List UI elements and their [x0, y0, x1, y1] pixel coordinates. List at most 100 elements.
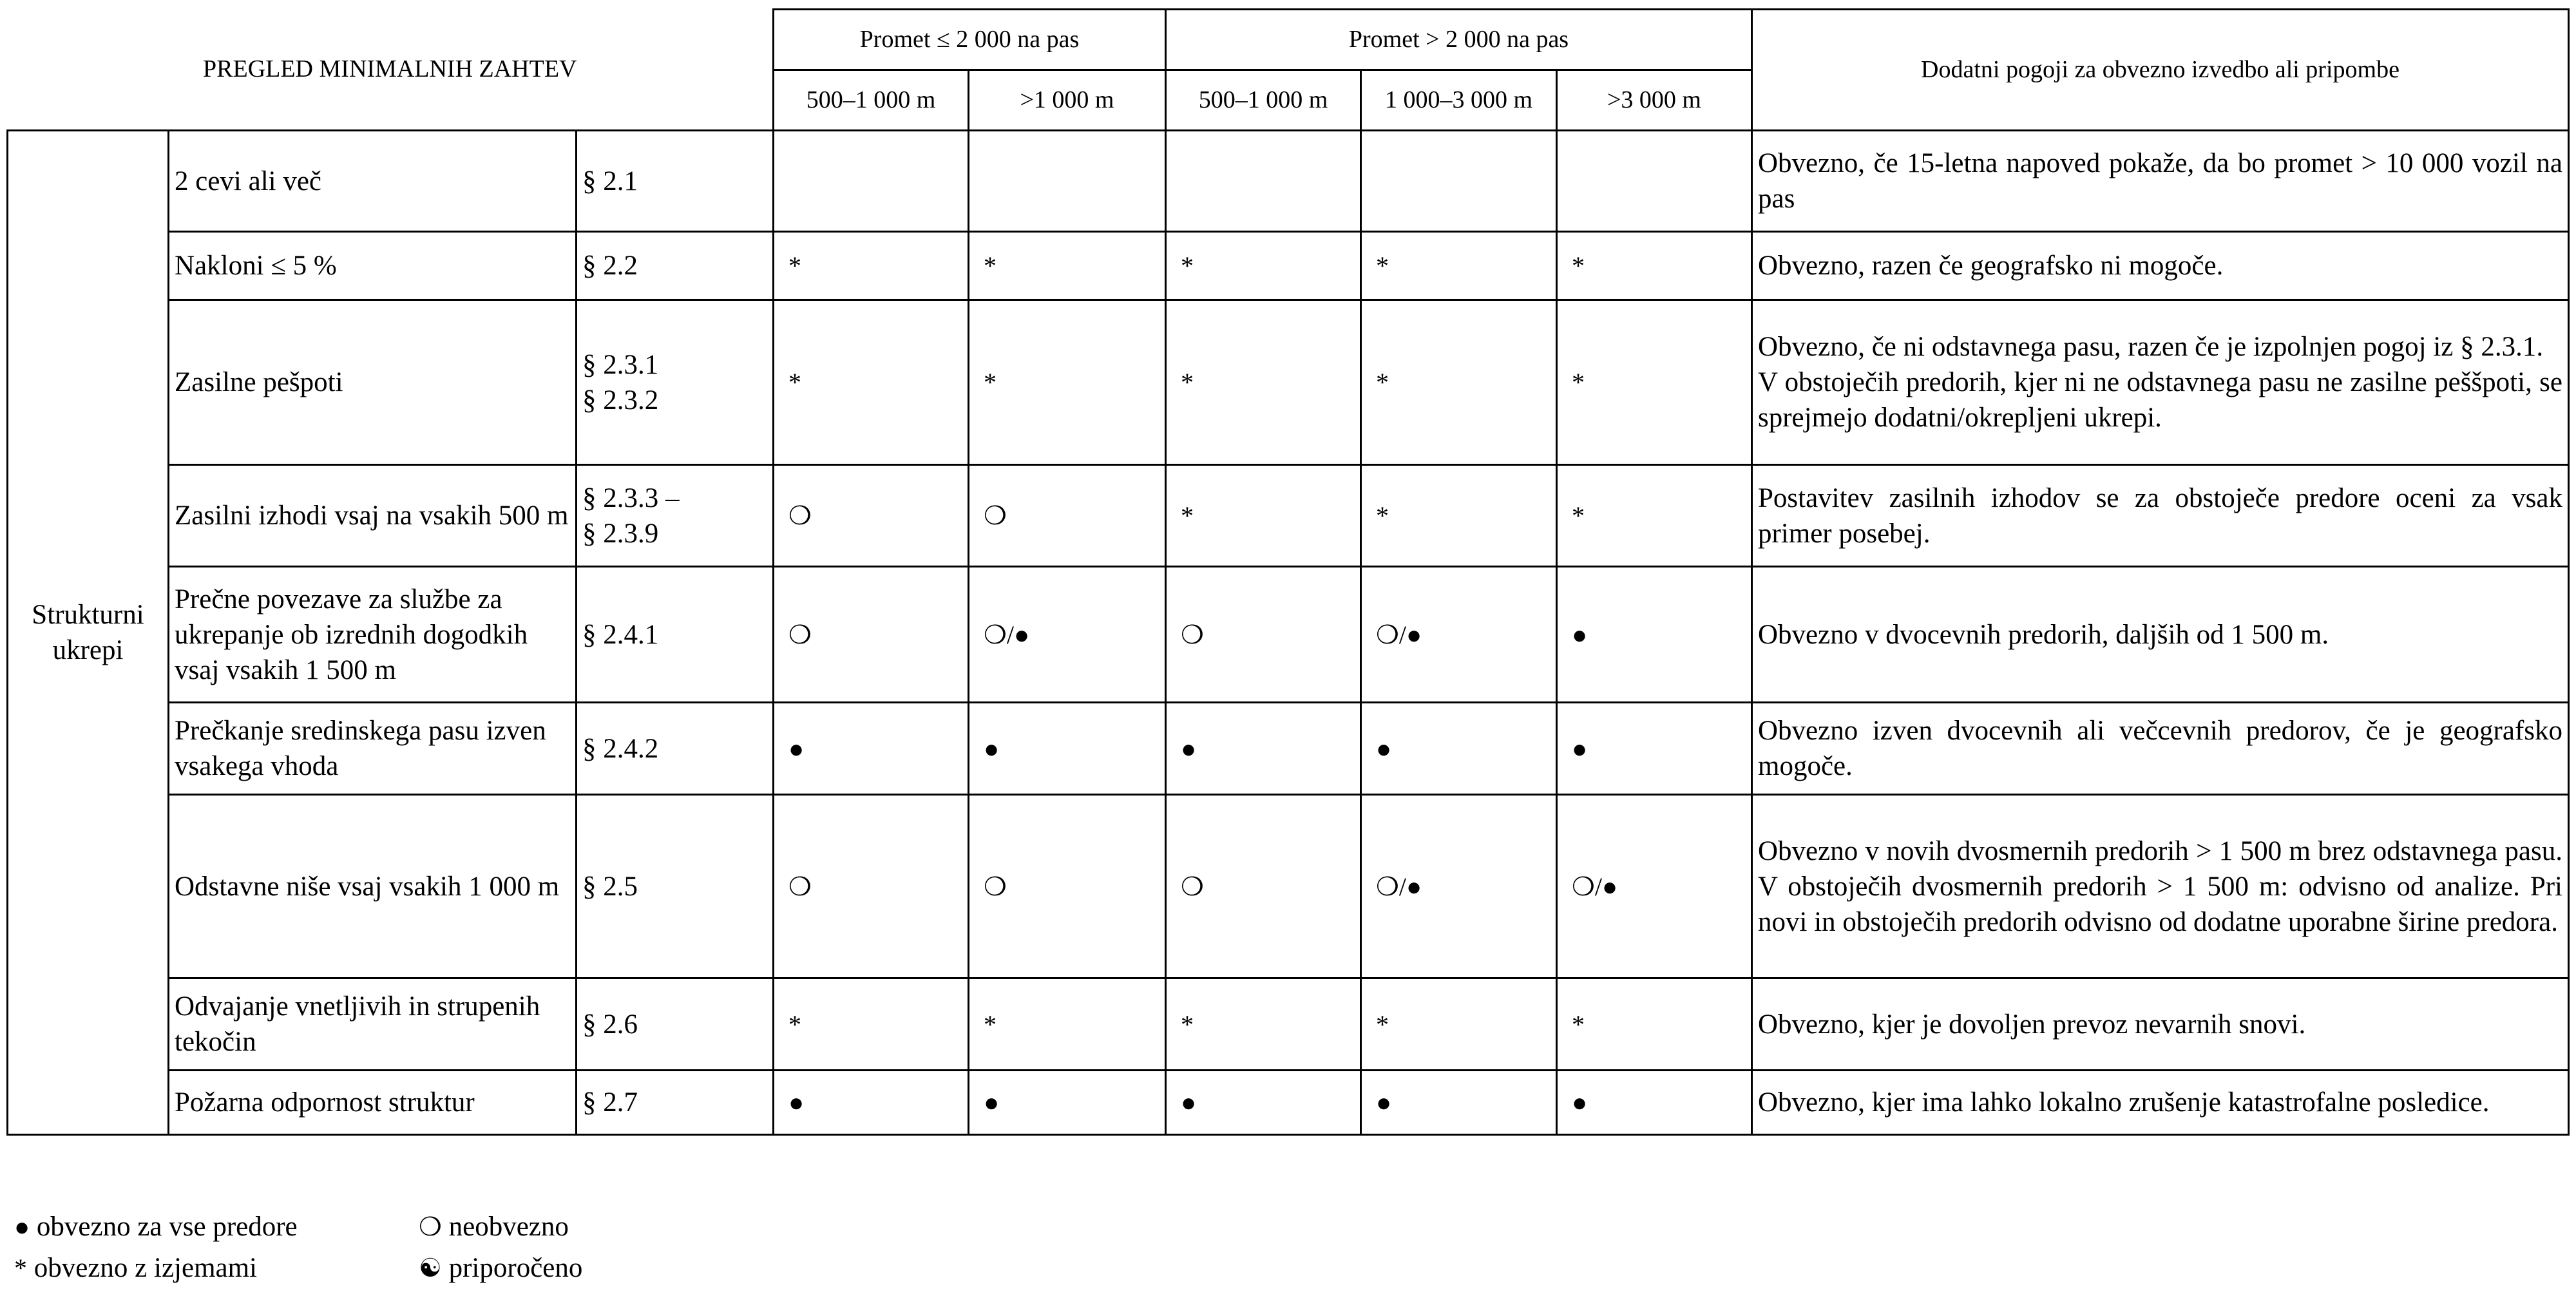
requirement-cell: ❍ [1165, 794, 1362, 979]
section-ref: § 2.3.3 – § 2.3.9 [575, 464, 774, 567]
requirement-cell: ❍/● [968, 566, 1167, 703]
legend-item: * obvezno z izjemami [14, 1252, 419, 1284]
requirement-cell: ● [968, 1069, 1167, 1136]
measure-name: Požarna odpornost struktur [167, 1069, 577, 1136]
legend-item: ❍ neobvezno [419, 1211, 569, 1243]
requirement-cell: ❍ [968, 464, 1167, 567]
requirement-cell: ❍ [772, 794, 969, 979]
requirement-cell: * [1165, 464, 1362, 567]
requirement-cell: * [1556, 231, 1753, 301]
measure-name: Nakloni ≤ 5 % [167, 231, 577, 301]
measure-name: Odvajanje vnetljivih in strupenih tekoči… [167, 977, 577, 1071]
remark-cell: Obvezno v novih dvosmernih predorih > 1 … [1751, 794, 2570, 979]
requirement-cell [1165, 129, 1362, 233]
requirement-cell: * [1556, 299, 1753, 466]
requirement-cell: ❍/● [1360, 794, 1558, 979]
remark-cell: Obvezno, kjer ima lahko lokalno zrušenje… [1751, 1069, 2570, 1136]
remark-cell: Obvezno, kjer je dovoljen prevoz nevarni… [1751, 977, 2570, 1071]
requirement-cell [772, 129, 969, 233]
section-ref: § 2.4.2 [575, 701, 774, 796]
subcol-header: 1 000–3 000 m [1360, 69, 1558, 131]
requirement-cell: * [1165, 231, 1362, 301]
remark-cell: Obvezno, če 15-letna napoved pokaže, da … [1751, 129, 2570, 233]
requirement-cell: ● [772, 701, 969, 796]
subcol-header: >1 000 m [968, 69, 1167, 131]
group-header-low-traffic: Promet ≤ 2 000 na pas [772, 8, 1167, 71]
requirement-cell: ● [968, 701, 1167, 796]
category-label: Strukturni ukrepi [6, 129, 169, 1136]
table-row: Odstavne niše vsaj vsakih 1 000 m § 2.5 ❍ ❍… [8, 794, 2570, 979]
measure-name: Prečkanje sredinskega pasu izven vsakega… [167, 701, 577, 796]
table-row: Zasilne pešpoti § 2.3.1 § 2.3.2 * * * * * Obvez… [8, 299, 2570, 466]
legend-item: ☯ priporočeno [419, 1252, 582, 1284]
remark-cell: Postavitev zasilnih izhodov se za obstoj… [1751, 464, 2570, 567]
requirement-cell [1360, 129, 1558, 233]
requirement-cell: * [1360, 977, 1558, 1071]
requirement-cell: * [1360, 464, 1558, 567]
section-ref: § 2.5 [575, 794, 774, 979]
table-row: Zasilni izhodi vsaj na vsakih 500 m § 2.3… [8, 464, 2570, 567]
minimum-requirements-table: PREGLED MINIMALNIH ZAHTEV Promet ≤ 2 000… [6, 8, 2570, 1136]
open-circle-icon: ❍ [419, 1212, 442, 1241]
section-ref: § 2.7 [575, 1069, 774, 1136]
legend-label: neobvezno [448, 1212, 569, 1242]
requirement-cell: * [1556, 977, 1753, 1071]
requirement-cell: ● [1556, 566, 1753, 703]
requirement-cell: * [772, 299, 969, 466]
requirement-cell: * [1556, 464, 1753, 567]
requirement-cell: ● [1360, 1069, 1558, 1136]
requirement-cell [1556, 129, 1753, 233]
measure-name: Prečne povezave za službe za ukrepanje o… [167, 566, 577, 703]
measure-name: 2 cevi ali več [167, 129, 577, 233]
requirement-cell: * [1360, 231, 1558, 301]
requirement-cell: ● [1556, 1069, 1753, 1136]
requirement-cell: ❍ [968, 794, 1167, 979]
requirement-cell: ❍ [1165, 566, 1362, 703]
requirement-cell: ❍/● [1556, 794, 1753, 979]
legend-label: priporočeno [448, 1253, 583, 1283]
section-ref: § 2.2 [575, 231, 774, 301]
half-circle-icon: ☯ [419, 1253, 442, 1282]
subcol-header: >3 000 m [1556, 69, 1753, 131]
requirement-cell: ● [1360, 701, 1558, 796]
requirement-cell: ❍/● [1360, 566, 1558, 703]
table-row: Prečkanje sredinskega pasu izven vsakega… [8, 701, 2570, 796]
requirement-cell: * [1165, 977, 1362, 1071]
remark-cell: Obvezno, če ni odstavnega pasu, razen če… [1751, 299, 2570, 466]
requirement-cell: * [1165, 299, 1362, 466]
remarks-header: Dodatni pogoji za obvezno izvedbo ali pr… [1751, 8, 2570, 131]
legend-label: obvezno za vse predore [36, 1212, 298, 1242]
asterisk-icon: * [14, 1253, 27, 1282]
remark-cell: Obvezno, razen če geografsko ni mogoče. [1751, 231, 2570, 301]
requirement-cell: * [772, 231, 969, 301]
legend-row: * obvezno z izjemami ☯ priporočeno [14, 1252, 582, 1284]
requirement-cell: ● [1556, 701, 1753, 796]
section-ref: § 2.4.1 [575, 566, 774, 703]
table-row: Požarna odpornost struktur § 2.7 ● ● ● ● ● Obve… [8, 1069, 2570, 1136]
section-ref: § 2.3.1 § 2.3.2 [575, 299, 774, 466]
subcol-header: 500–1 000 m [1165, 69, 1362, 131]
section-ref: § 2.1 [575, 129, 774, 233]
group-header-high-traffic: Promet > 2 000 na pas [1165, 8, 1753, 71]
table-row: Nakloni ≤ 5 % § 2.2 * * * * * Obvezno, razen če… [8, 231, 2570, 301]
measure-name: Zasilne pešpoti [167, 299, 577, 466]
requirement-cell: ❍ [772, 566, 969, 703]
requirement-cell: * [772, 977, 969, 1071]
requirement-cell: ● [1165, 701, 1362, 796]
legend-item: ● obvezno za vse predore [14, 1211, 419, 1243]
table-title: PREGLED MINIMALNIH ZAHTEV [7, 9, 774, 131]
measure-name: Odstavne niše vsaj vsakih 1 000 m [167, 794, 577, 979]
requirement-cell: ● [1165, 1069, 1362, 1136]
table-row: Strukturni ukrepi 2 cevi ali več § 2.1 Obve… [6, 129, 2570, 1136]
section-ref: § 2.6 [575, 977, 774, 1071]
requirement-cell: * [1360, 299, 1558, 466]
requirement-cell: * [968, 231, 1167, 301]
legend-label: obvezno z izjemami [33, 1253, 257, 1283]
requirement-cell: ❍ [772, 464, 969, 567]
requirement-cell [968, 129, 1167, 233]
requirement-cell: * [968, 299, 1167, 466]
legend-row: ● obvezno za vse predore ❍ neobvezno [14, 1211, 569, 1243]
subcol-header: 500–1 000 m [772, 69, 969, 131]
filled-circle-icon: ● [14, 1212, 30, 1241]
requirement-cell: * [968, 977, 1167, 1071]
